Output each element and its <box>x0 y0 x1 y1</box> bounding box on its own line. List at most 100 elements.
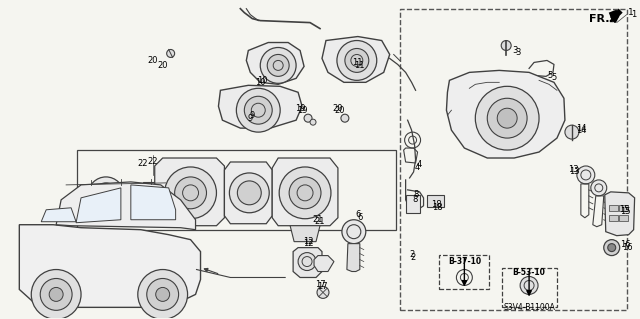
Text: 21: 21 <box>313 215 323 224</box>
Text: 15: 15 <box>620 207 631 216</box>
Bar <box>609 215 618 221</box>
Circle shape <box>520 277 538 294</box>
Text: 18: 18 <box>431 200 442 209</box>
Circle shape <box>497 108 517 128</box>
Text: 1: 1 <box>631 10 636 19</box>
Text: 13: 13 <box>570 167 580 176</box>
Circle shape <box>40 278 72 310</box>
Polygon shape <box>225 162 272 224</box>
Text: 2: 2 <box>410 253 415 262</box>
Bar <box>426 195 444 207</box>
Circle shape <box>501 41 511 50</box>
Text: 20: 20 <box>147 56 158 65</box>
Text: 9: 9 <box>250 111 255 120</box>
Text: 2: 2 <box>409 250 414 259</box>
Circle shape <box>127 187 139 199</box>
Bar <box>619 205 628 211</box>
Bar <box>502 268 557 307</box>
Text: 22: 22 <box>138 160 148 168</box>
Text: 4: 4 <box>417 160 422 169</box>
Circle shape <box>591 180 607 196</box>
Circle shape <box>279 167 331 219</box>
Text: 6: 6 <box>357 213 362 222</box>
Text: 5: 5 <box>547 71 552 80</box>
Text: 19: 19 <box>297 106 307 115</box>
Text: 22: 22 <box>147 158 158 167</box>
Circle shape <box>88 177 124 213</box>
Polygon shape <box>19 225 200 307</box>
Circle shape <box>345 48 369 72</box>
Bar <box>619 215 628 221</box>
Circle shape <box>175 177 207 209</box>
Bar <box>406 195 420 213</box>
Circle shape <box>476 86 539 150</box>
Text: 3: 3 <box>513 46 518 55</box>
Text: 17: 17 <box>317 282 327 291</box>
Circle shape <box>342 220 366 244</box>
Text: 9: 9 <box>248 114 253 123</box>
Text: 16: 16 <box>620 240 631 249</box>
Polygon shape <box>41 208 76 222</box>
Text: B-53-10: B-53-10 <box>513 268 545 277</box>
Text: 10: 10 <box>255 78 266 87</box>
Text: 1: 1 <box>628 8 634 17</box>
Text: 14: 14 <box>575 126 586 135</box>
Text: 13: 13 <box>568 166 579 174</box>
Text: 20: 20 <box>335 106 345 115</box>
Polygon shape <box>347 244 360 271</box>
Polygon shape <box>246 42 304 84</box>
Text: 3: 3 <box>515 48 521 57</box>
Text: 17: 17 <box>315 280 325 289</box>
Text: 12: 12 <box>303 239 314 248</box>
Polygon shape <box>314 256 334 271</box>
Text: 20: 20 <box>333 104 343 113</box>
Circle shape <box>298 253 316 271</box>
Polygon shape <box>322 37 390 82</box>
Bar <box>77 150 396 230</box>
Circle shape <box>304 114 312 122</box>
Text: S3V4-B1100A: S3V4-B1100A <box>503 303 555 312</box>
Circle shape <box>49 287 63 301</box>
Text: 15: 15 <box>620 205 630 214</box>
Text: 5: 5 <box>551 73 557 82</box>
Circle shape <box>310 119 316 125</box>
Circle shape <box>244 96 272 124</box>
Text: 6: 6 <box>355 210 360 219</box>
Text: 20: 20 <box>157 61 168 70</box>
Polygon shape <box>56 182 196 230</box>
Text: 21: 21 <box>315 217 325 226</box>
Circle shape <box>138 270 188 319</box>
Circle shape <box>577 166 595 184</box>
Polygon shape <box>155 158 225 226</box>
Polygon shape <box>609 9 623 23</box>
Text: 8: 8 <box>413 190 419 199</box>
Polygon shape <box>131 185 175 220</box>
Circle shape <box>229 173 269 213</box>
Text: 12: 12 <box>303 237 314 246</box>
Bar <box>609 205 618 211</box>
Circle shape <box>608 244 616 252</box>
Circle shape <box>94 183 118 207</box>
Bar <box>399 9 627 310</box>
Circle shape <box>337 41 377 80</box>
Text: 4: 4 <box>415 163 420 173</box>
Polygon shape <box>218 85 302 128</box>
Polygon shape <box>76 188 121 223</box>
Text: 18: 18 <box>432 203 443 212</box>
Text: 11: 11 <box>355 61 365 70</box>
Text: 11: 11 <box>353 58 363 67</box>
Text: 19: 19 <box>295 104 305 113</box>
Circle shape <box>147 278 179 310</box>
Text: B-37-10: B-37-10 <box>448 257 481 266</box>
Circle shape <box>237 181 261 205</box>
Polygon shape <box>605 192 635 236</box>
Text: FR.: FR. <box>589 14 609 24</box>
Circle shape <box>236 88 280 132</box>
Text: 14: 14 <box>575 124 586 133</box>
Circle shape <box>164 167 216 219</box>
Bar <box>440 255 489 289</box>
Circle shape <box>487 98 527 138</box>
Circle shape <box>31 270 81 319</box>
Circle shape <box>317 286 329 298</box>
Bar <box>143 182 159 204</box>
